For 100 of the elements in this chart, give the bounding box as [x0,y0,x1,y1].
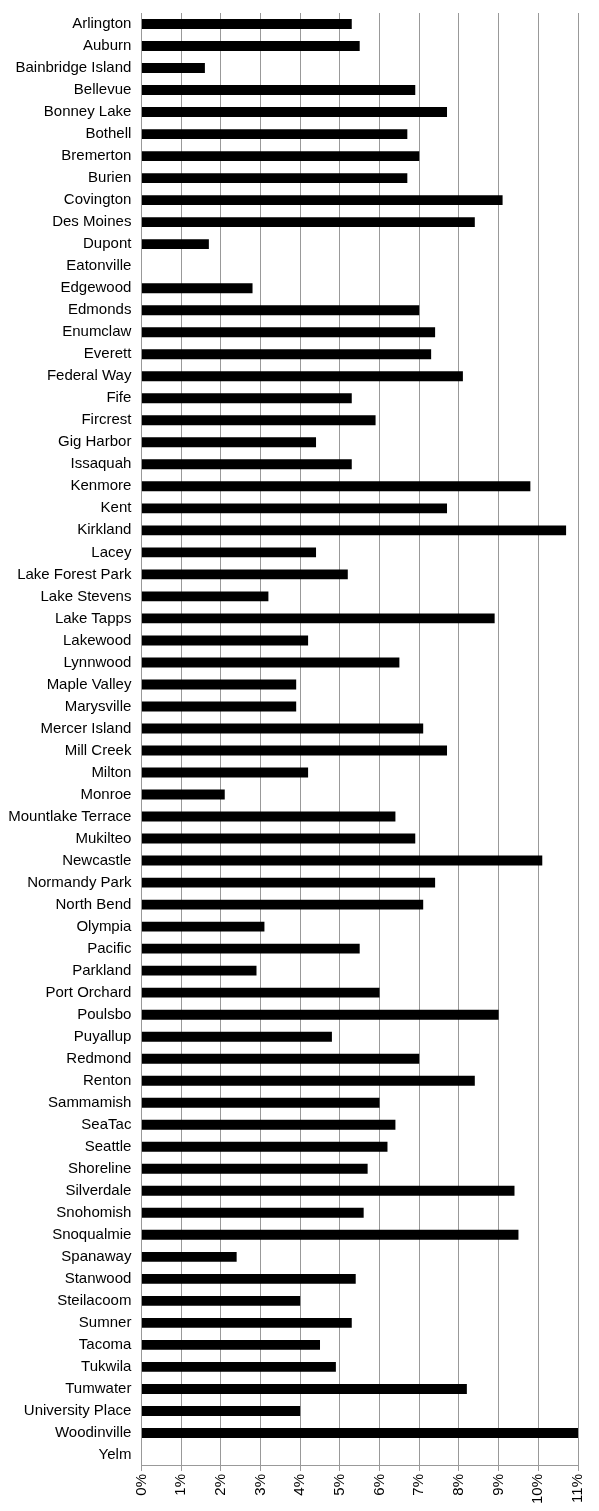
bar [141,965,257,976]
y-tick-label: Woodinville [54,1423,132,1441]
bar [141,63,205,73]
y-tick-label: Des Moines [52,212,132,230]
y-tick-label: Snoqualmie [52,1224,132,1242]
bar [141,943,360,954]
bar [141,1273,356,1284]
bar [141,1295,301,1306]
y-tick-label: North Bend [55,894,132,912]
bar [141,525,567,536]
bar [141,503,448,514]
y-tick-label: SeaTac [81,1114,132,1132]
bar [141,833,416,844]
x-tick-label: 1% [171,1473,189,1496]
bar [141,459,352,470]
y-tick-label: Silverdale [65,1180,132,1198]
bar [141,1428,578,1438]
bar [141,789,225,800]
y-tick-label: Issaquah [70,454,132,472]
y-tick-label: Newcastle [62,850,132,868]
bar [141,569,348,580]
bar [141,723,424,734]
bar [141,217,475,228]
y-tick-label: Sammamish [48,1092,132,1110]
bar [141,811,396,822]
bar [141,613,495,624]
y-tick-label: Pacific [87,938,132,956]
y-tick-label: Poulsbo [77,1004,132,1022]
y-tick-label: Marysville [64,696,132,714]
x-tick-label: 4% [290,1473,308,1496]
y-tick-label: Edgewood [60,278,132,296]
y-tick-label: Puyallup [73,1026,132,1044]
y-tick-label: Gig Harbor [58,432,132,450]
y-tick-label: Milton [91,762,132,780]
y-tick-label: Tacoma [78,1335,133,1353]
y-tick-label: Bonney Lake [43,102,132,120]
bar [141,327,436,338]
y-tick-label: Federal Way [46,366,132,384]
bar [141,1229,519,1240]
y-tick-label: Kenmore [70,476,132,494]
y-tick-label: Lake Stevens [40,586,132,604]
y-tick-label: Bainbridge Island [15,58,132,76]
y-tick-label: Mill Creek [64,740,132,758]
x-tick-label: 10% [528,1473,546,1505]
bar [141,1053,420,1064]
x-tick-label: 5% [329,1473,347,1496]
bar [141,921,265,932]
bar [141,635,309,646]
y-tick-label: Sumner [78,1313,132,1331]
bar [141,151,420,162]
bar [141,1185,515,1196]
y-tick-label: Bremerton [61,146,132,164]
y-tick-label: Lakewood [63,630,132,648]
bar [141,899,424,910]
y-tick-label: Normandy Park [27,872,132,890]
bar [141,987,380,998]
bar [141,1383,467,1394]
bar [141,393,352,404]
y-tick-label: Maple Valley [46,674,132,692]
bar [141,547,317,558]
y-tick-label: Auburn [83,36,132,54]
bar [141,305,420,316]
bar [141,1339,320,1350]
y-tick-label: Kent [100,498,133,516]
y-tick-label: Renton [83,1070,132,1088]
y-tick-label: Kirkland [77,520,132,538]
bar [141,195,503,206]
y-tick-label: Snohomish [56,1202,132,1220]
y-tick-label: Bothell [85,124,132,142]
y-tick-label: Olympia [76,916,133,934]
bar [141,283,253,294]
bar [141,1141,388,1152]
bar [141,1405,301,1416]
bar [141,41,360,51]
bar [141,1031,332,1042]
y-tick-label: Shoreline [68,1158,132,1176]
x-tick-label: 11% [568,1473,586,1503]
bar [141,745,448,756]
y-tick-label: Everett [83,344,133,362]
y-tick-label: Eatonville [66,256,132,274]
bar [141,701,297,712]
y-tick-label: Bellevue [73,80,132,98]
y-tick-label: Fife [106,388,132,406]
bar [141,173,408,184]
y-tick-label: University Place [23,1401,132,1419]
x-tick-label: 2% [210,1473,228,1496]
bar [141,1119,396,1130]
y-tick-label: Stanwood [64,1268,132,1286]
y-tick-label: Enumclaw [62,322,132,340]
y-tick-label: Mukilteo [75,828,132,846]
y-tick-label: Monroe [80,784,132,802]
bar [141,437,317,448]
y-tick-label: Yelm [98,1445,132,1463]
bar [141,855,543,866]
x-tick-label: 9% [488,1473,506,1496]
bar [141,1009,499,1020]
y-tick-label: Parkland [72,960,132,978]
y-tick-label: Lake Forest Park [17,564,132,582]
bar [141,481,531,492]
y-tick-label: Lynnwood [63,652,132,670]
